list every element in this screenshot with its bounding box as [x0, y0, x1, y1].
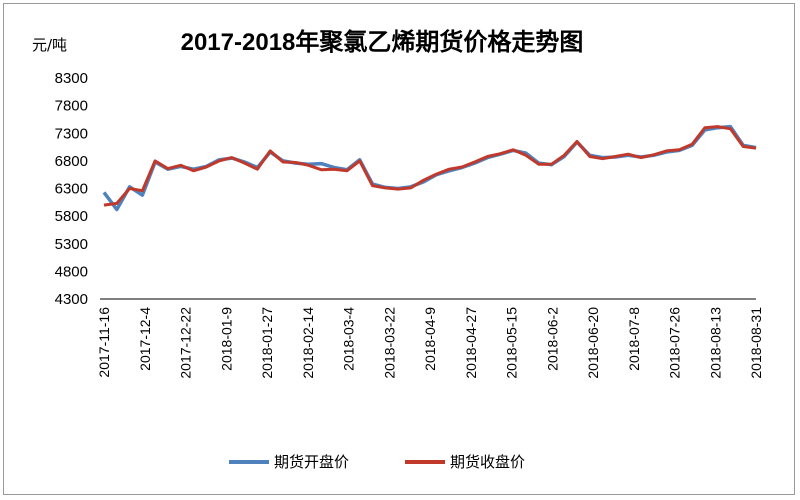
y-tick-label: 7300 — [55, 125, 88, 142]
x-tick-label: 2018-01-27 — [259, 307, 275, 379]
x-tick-label: 2018-04-9 — [422, 307, 438, 371]
x-tick-labels: 2017-11-16 2017-12-4 2017-12-22 2018-01-9 20… — [96, 307, 764, 379]
y-tick-label: 6800 — [55, 153, 88, 170]
legend-label-open: 期货开盘价 — [274, 453, 349, 471]
y-tick-label: 4800 — [55, 263, 88, 280]
x-tick-label: 2018-03-4 — [341, 307, 357, 371]
y-tick-label: 6300 — [55, 181, 88, 198]
y-tick-label: 5300 — [55, 236, 88, 253]
y-tick-labels: 8300 7800 7300 6800 6300 5800 5300 4800 4300 — [55, 70, 88, 308]
y-tick-label: 5800 — [55, 208, 88, 225]
x-tick-label: 2018-01-9 — [218, 307, 234, 371]
x-tick-label: 2018-04-27 — [463, 307, 479, 379]
y-tick-label: 8300 — [55, 70, 88, 87]
legend-label-close: 期货收盘价 — [450, 453, 525, 471]
x-tick-label: 2018-06-20 — [585, 307, 601, 379]
chart-frame: 2017-2018年聚氯乙烯期货价格走势图 元/吨 8300 7800 7300 68… — [3, 3, 795, 495]
x-tick-label: 2018-02-14 — [300, 307, 316, 379]
chart: 2017-2018年聚氯乙烯期货价格走势图 元/吨 8300 7800 7300 68… — [32, 28, 764, 471]
y-tick-label: 7800 — [55, 98, 88, 115]
series-lines — [102, 124, 757, 212]
y-tick-label: 4300 — [55, 291, 88, 308]
x-tick-label: 2018-05-15 — [504, 307, 520, 379]
x-tick-label: 2018-03-22 — [381, 307, 397, 379]
legend: 期货开盘价 期货收盘价 — [229, 453, 525, 471]
x-tick-label: 2017-11-16 — [96, 307, 112, 378]
x-tick-label: 2017-12-22 — [178, 307, 194, 379]
y-axis-unit-label: 元/吨 — [32, 36, 67, 54]
x-tick-label: 2018-07-8 — [626, 307, 642, 371]
series-line-close-price — [103, 125, 757, 207]
x-tick-label: 2018-07-26 — [667, 307, 683, 379]
chart-title: 2017-2018年聚氯乙烯期货价格走势图 — [181, 28, 584, 56]
x-tick-label: 2018-08-31 — [748, 307, 764, 379]
x-tick-label: 2018-06-2 — [544, 307, 560, 371]
x-tick-label: 2018-08-13 — [707, 307, 723, 379]
x-tick-label: 2017-12-4 — [137, 307, 153, 371]
